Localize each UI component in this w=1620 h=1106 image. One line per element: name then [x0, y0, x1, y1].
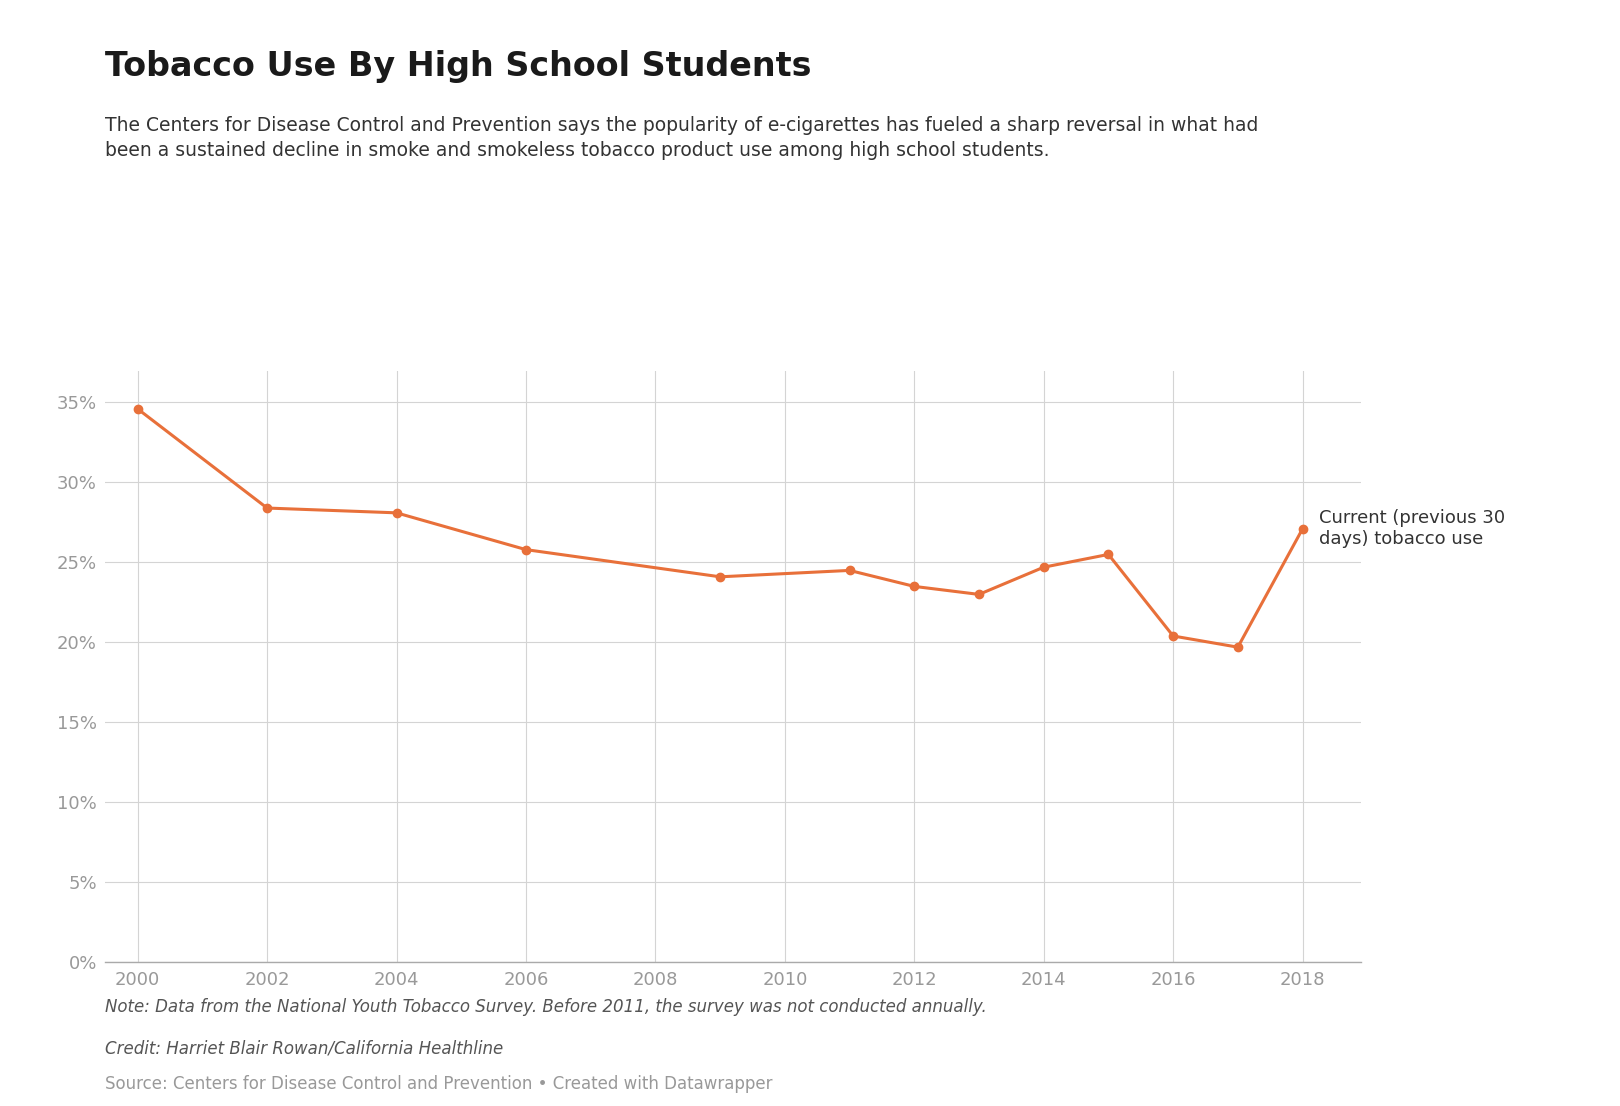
- Text: The Centers for Disease Control and Prevention says the popularity of e-cigarett: The Centers for Disease Control and Prev…: [105, 116, 1259, 160]
- Text: Current (previous 30
days) tobacco use: Current (previous 30 days) tobacco use: [1319, 510, 1505, 549]
- Text: Tobacco Use By High School Students: Tobacco Use By High School Students: [105, 50, 812, 83]
- Text: Note: Data from the National Youth Tobacco Survey. Before 2011, the survey was n: Note: Data from the National Youth Tobac…: [105, 998, 987, 1015]
- Text: Source: Centers for Disease Control and Prevention • Created with Datawrapper: Source: Centers for Disease Control and …: [105, 1075, 773, 1093]
- Text: Credit: Harriet Blair Rowan/California Healthline: Credit: Harriet Blair Rowan/California H…: [105, 1040, 504, 1057]
